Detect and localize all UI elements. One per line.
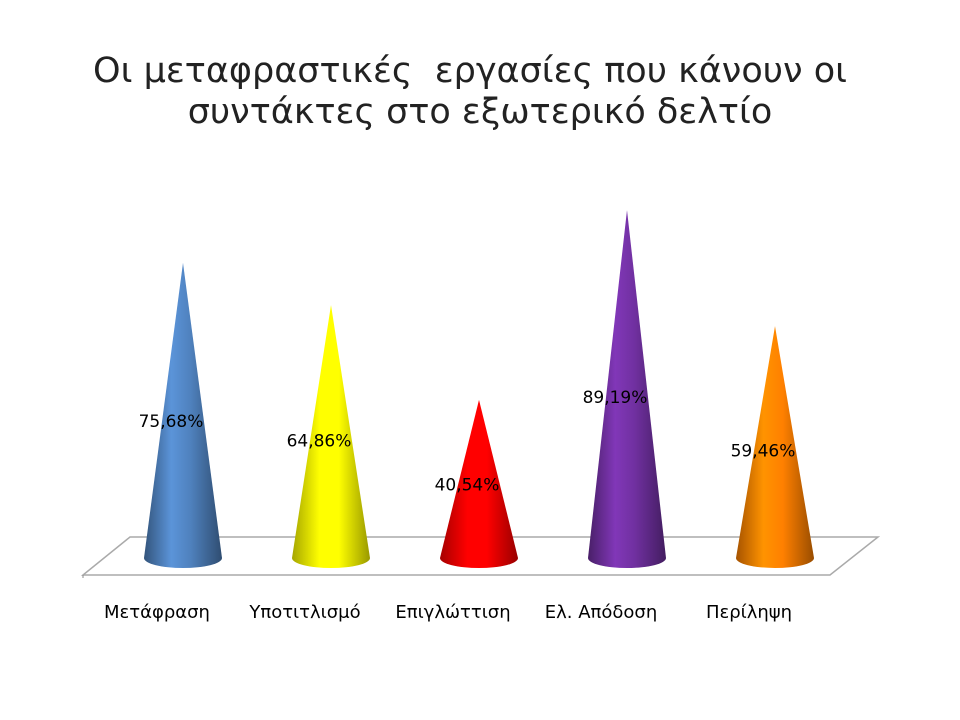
cone (292, 305, 370, 568)
x-tick-label: Υποτιτλισμό (248, 602, 360, 623)
x-tick-label: Μετάφραση (104, 602, 210, 623)
value-label: 75,68% (139, 412, 204, 432)
cone (588, 210, 666, 568)
x-tick-label: Περίληψη (706, 602, 792, 623)
chart-title: Οι μεταφραστικές εργασίες που κάνουν οι (93, 51, 847, 91)
value-label: 64,86% (287, 432, 352, 452)
x-tick-label: Ελ. Απόδοση (545, 602, 657, 623)
value-label: 59,46% (731, 441, 796, 461)
cone (144, 262, 222, 568)
value-label: 89,19% (583, 388, 648, 408)
chart-title: συντάκτες στο εξωτερικό δελτίο (188, 92, 773, 132)
cone (736, 326, 814, 568)
value-label: 40,54% (435, 475, 500, 495)
x-tick-label: Επιγλώττιση (395, 602, 510, 623)
cone (440, 399, 518, 568)
